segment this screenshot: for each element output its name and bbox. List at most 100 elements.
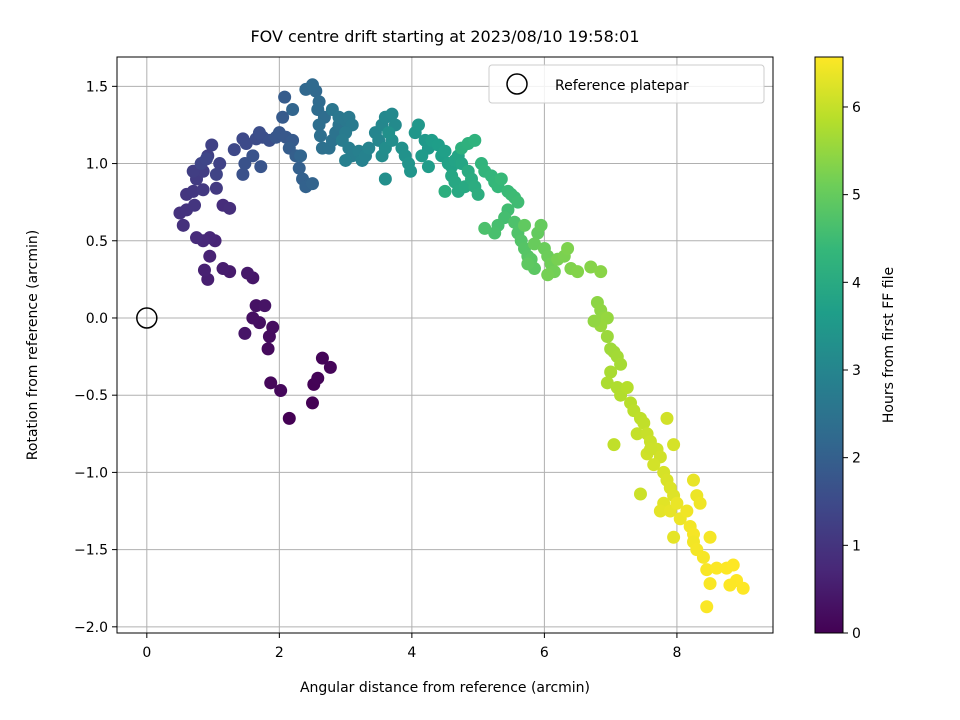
plot-frame: [116, 56, 774, 634]
data-point: [571, 265, 585, 279]
data-point: [241, 266, 255, 280]
data-point: [604, 365, 618, 379]
legend-label-reference-platepar: Reference platepar: [555, 78, 689, 94]
data-point: [276, 110, 290, 124]
data-point: [471, 187, 485, 201]
data-point: [294, 149, 308, 163]
data-point: [647, 458, 661, 472]
y-tick-label: −1.5: [74, 543, 108, 559]
data-point: [700, 563, 714, 577]
data-point: [488, 226, 502, 240]
data-point: [305, 177, 319, 191]
data-point: [188, 198, 202, 212]
data-point: [521, 257, 535, 271]
data-point: [723, 578, 737, 592]
data-point: [594, 265, 608, 279]
y-tick-label: 1.0: [86, 157, 108, 173]
x-axis-label: Angular distance from reference (arcmin): [300, 680, 590, 696]
colorbar-tick-label: 6: [852, 100, 861, 116]
data-point: [186, 184, 200, 198]
colorbar: [814, 56, 844, 634]
y-tick-label: −1.0: [74, 465, 108, 481]
data-point: [660, 411, 674, 425]
data-point: [726, 558, 740, 572]
data-point: [561, 241, 575, 255]
data-point: [176, 218, 190, 232]
data-point: [282, 411, 296, 425]
data-point: [667, 530, 681, 544]
data-point: [246, 311, 260, 325]
data-point: [378, 172, 392, 186]
data-point: [305, 396, 319, 410]
x-tick-label: 4: [407, 645, 416, 661]
y-tick-label: −2.0: [74, 620, 108, 636]
data-point: [693, 496, 707, 510]
data-point: [313, 129, 327, 143]
data-point: [227, 143, 241, 157]
data-point: [643, 442, 657, 456]
data-point: [216, 262, 230, 276]
y-tick-label: 1.5: [86, 79, 108, 95]
data-point: [362, 141, 376, 155]
data-point: [614, 357, 628, 371]
data-point: [534, 218, 548, 232]
x-tick-label: 2: [275, 645, 284, 661]
x-tick-label: 6: [540, 645, 549, 661]
colorbar-tick-label: 1: [852, 538, 861, 554]
data-point: [312, 118, 326, 132]
data-point: [404, 164, 418, 178]
data-point: [261, 342, 275, 356]
data-point: [246, 149, 260, 163]
data-point: [292, 161, 306, 175]
data-point: [637, 416, 651, 430]
legend-box: [488, 64, 765, 104]
y-axis-label: Rotation from reference (arcmin): [25, 230, 41, 460]
data-point: [213, 157, 227, 171]
data-point: [600, 330, 614, 344]
data-point: [264, 376, 278, 390]
data-point: [703, 530, 717, 544]
y-tick-label: −0.5: [74, 388, 108, 404]
chart-title: FOV centre drift starting at 2023/08/10 …: [250, 27, 639, 46]
x-axis-ticks: 0 2 4 6 8: [142, 633, 681, 661]
data-point: [236, 167, 250, 181]
data-point: [311, 371, 325, 385]
data-point: [411, 118, 425, 132]
data-point: [209, 167, 223, 181]
data-point: [527, 237, 541, 251]
data-point: [323, 360, 337, 374]
data-point: [305, 78, 319, 92]
data-point: [600, 376, 614, 390]
data-point: [197, 263, 211, 277]
data-point: [385, 107, 399, 121]
data-point: [190, 231, 204, 245]
legend: Reference platepar: [488, 64, 765, 104]
data-point: [584, 260, 598, 274]
colorbar-label: Hours from first FF file: [881, 267, 897, 423]
data-points: [173, 78, 750, 614]
data-point: [278, 90, 292, 104]
data-point: [274, 384, 288, 398]
data-point: [339, 153, 353, 167]
colorbar-tick-label: 4: [852, 275, 861, 291]
data-point: [286, 103, 300, 117]
data-point: [205, 138, 219, 152]
data-point: [203, 249, 217, 263]
data-point: [508, 215, 522, 229]
data-point: [223, 201, 237, 215]
data-point: [703, 577, 717, 591]
data-point: [468, 133, 482, 147]
grid: [117, 57, 773, 633]
colorbar-tick-label: 2: [852, 451, 861, 467]
colorbar-tick-label: 0: [852, 626, 861, 642]
x-tick-label: 8: [672, 645, 681, 661]
data-point: [252, 126, 266, 140]
data-point: [620, 380, 634, 394]
data-point: [421, 160, 435, 174]
data-point: [494, 172, 508, 186]
x-tick-label: 0: [142, 645, 151, 661]
data-point: [199, 152, 213, 166]
data-point: [239, 136, 253, 150]
data-point: [700, 600, 714, 614]
